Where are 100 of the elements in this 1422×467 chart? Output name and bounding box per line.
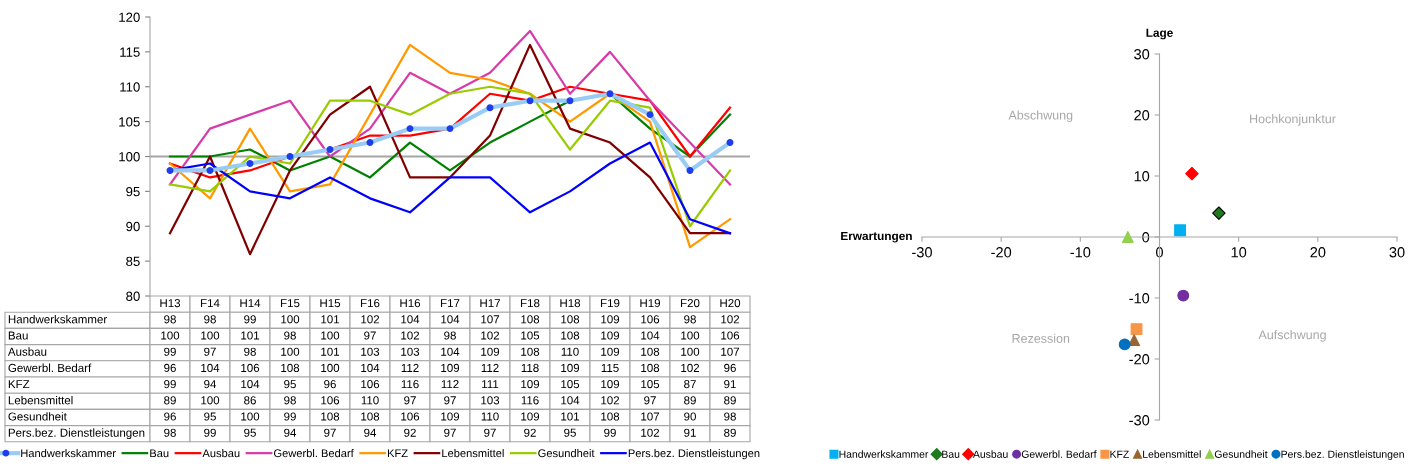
data-label: 109 — [601, 380, 620, 389]
data-label: 102 — [721, 315, 740, 324]
legend-label: Ausbau — [972, 450, 1008, 458]
x-tick-label: F20 — [681, 299, 700, 308]
data-label: 107 — [641, 412, 660, 421]
data-label: 103 — [401, 347, 420, 356]
data-label: 104 — [641, 331, 660, 340]
data-label: 102 — [361, 315, 380, 324]
data-label: 94 — [204, 380, 217, 389]
legend-label: Ausbau — [202, 448, 240, 458]
data-label: 94 — [364, 428, 377, 437]
x-tick-label: F19 — [601, 299, 620, 308]
data-label: 87 — [684, 380, 696, 389]
legend-label: Lebensmittel — [1143, 450, 1201, 458]
x-tick-label: F16 — [361, 299, 380, 308]
data-label: 98 — [684, 315, 696, 324]
text: Gewerbl. Bedarf — [8, 363, 92, 372]
data-label: 97 — [324, 428, 336, 437]
x-tick-label: H18 — [560, 299, 581, 308]
text: Ausbau — [7, 347, 47, 356]
data-label: 104 — [401, 315, 420, 324]
data-label: 118 — [521, 363, 539, 372]
data-label: 106 — [321, 396, 340, 405]
data-label: 95 — [204, 412, 216, 421]
legend-label: Pers.bez. Dienstleistungen — [628, 448, 760, 460]
data-label: 97 — [444, 428, 456, 437]
data-label: 109 — [561, 363, 580, 372]
data-label: 109 — [601, 331, 620, 340]
y-tick-label: 80 — [126, 291, 140, 301]
data-label: 98 — [244, 347, 256, 356]
legend-label: Pers.bez. Dienstleistungen — [1281, 450, 1404, 460]
data-label: 99 — [164, 380, 176, 389]
data-label: 96 — [724, 363, 736, 372]
data-label: 99 — [204, 428, 216, 437]
data-label: 97 — [364, 331, 376, 340]
data-label: 96 — [164, 363, 176, 372]
y-tick-label: 100 — [119, 152, 140, 162]
legend-label: Bau — [942, 450, 960, 458]
x-tick-label: F18 — [521, 299, 540, 308]
data-label: 116 — [521, 396, 539, 405]
data-label: 102 — [681, 363, 700, 372]
data-label: 108 — [521, 315, 540, 324]
y-tick-label: 115 — [120, 47, 140, 57]
data-label: 95 — [564, 428, 576, 437]
data-label: 108 — [321, 412, 340, 421]
data-label: 104 — [561, 396, 580, 405]
x-axis-title: Erwartungen — [841, 231, 912, 243]
data-label: 102 — [401, 331, 420, 340]
data-label: 115 — [601, 363, 619, 372]
x-tick-label: -20 — [991, 247, 1012, 258]
data-label: 97 — [444, 396, 456, 405]
data-label: 99 — [284, 412, 296, 421]
point — [1130, 323, 1143, 336]
data-label: 94 — [284, 428, 297, 437]
legend-label: Handwerkskammer — [839, 450, 929, 458]
x-tick-label: H16 — [400, 299, 421, 308]
data-label: 108 — [561, 315, 580, 324]
data-label: 106 — [401, 412, 420, 421]
point — [1121, 231, 1134, 243]
data-label: 86 — [244, 396, 256, 405]
data-label: 98 — [284, 396, 296, 405]
text: Pers.bez. Dienstleistungen — [8, 428, 145, 440]
point — [1174, 224, 1187, 237]
data-label: 107 — [481, 315, 500, 324]
legend-label: Bau — [150, 449, 169, 458]
y-tick-label: 90 — [126, 221, 140, 232]
x-tick-label: -30 — [912, 247, 932, 258]
data-label: 110 — [561, 347, 579, 356]
data-label: 107 — [721, 347, 740, 356]
point — [1118, 338, 1131, 351]
x-tick-label: H13 — [160, 299, 181, 308]
data-label: 99 — [604, 428, 616, 437]
data-label: 106 — [721, 331, 740, 340]
data-label: 101 — [241, 331, 260, 340]
annotation: Rezession — [1012, 333, 1070, 343]
x-tick-label: 20 — [1310, 247, 1326, 258]
point — [1177, 289, 1190, 302]
legend-label: Gewerbl. Bedarf — [1021, 450, 1097, 458]
legend-label: Lebensmittel — [442, 448, 504, 458]
data-label: 110 — [361, 396, 379, 405]
data-label: 98 — [724, 412, 736, 421]
legend-label: KFZ — [1110, 450, 1129, 458]
y-axis-title: Lage — [1146, 28, 1173, 40]
y-tick-label: 10 — [1134, 171, 1150, 182]
data-label: 95 — [244, 428, 256, 437]
data-label: 102 — [641, 428, 660, 437]
data-label: 97 — [204, 347, 216, 356]
data-label: 100 — [281, 315, 300, 324]
data-label: 92 — [524, 428, 536, 437]
data-label: 89 — [164, 396, 176, 405]
data-label: 89 — [724, 428, 736, 437]
data-label: 99 — [164, 347, 176, 356]
data-label: 103 — [361, 347, 380, 356]
y-tick-label: 95 — [126, 186, 140, 197]
data-label: 105 — [561, 380, 580, 389]
x-tick-label: F14 — [201, 299, 220, 308]
data-label: 100 — [321, 363, 340, 372]
y-tick-label: -20 — [1129, 354, 1150, 365]
data-label: 98 — [444, 331, 456, 340]
annotation: Aufschwung — [1258, 329, 1326, 342]
